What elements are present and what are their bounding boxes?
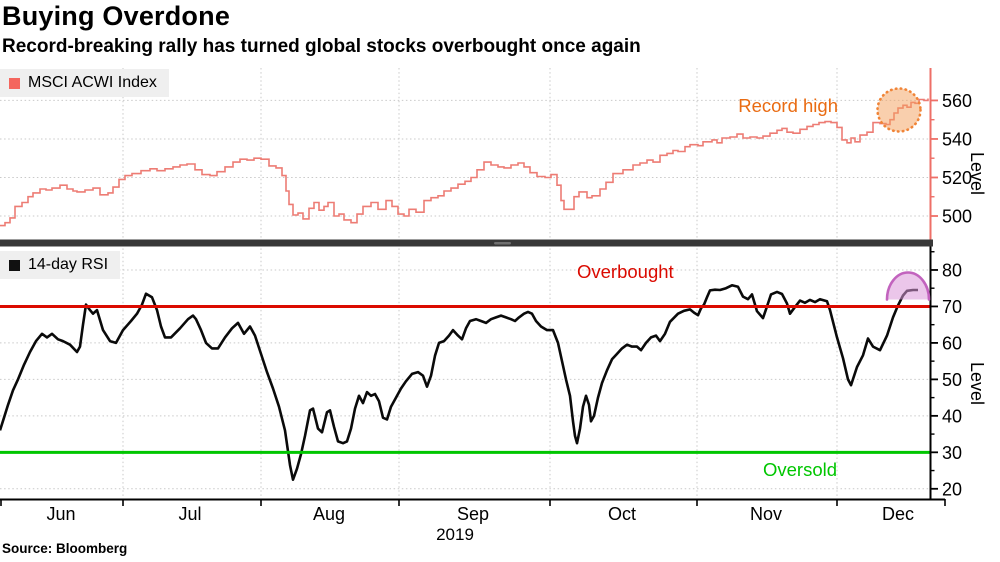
- x-tick-label-month: Oct: [608, 504, 636, 524]
- x-tick-label-month: Aug: [313, 504, 345, 524]
- y-tick-label: 520: [942, 168, 972, 188]
- y-tick-label: 30: [942, 443, 962, 463]
- x-axis-year-label: 2019: [436, 525, 474, 544]
- legend-msci: MSCI ACWI Index: [0, 69, 169, 97]
- panel-separator: [0, 239, 933, 247]
- y-tick-label: 40: [942, 406, 962, 426]
- record-high-circle: [876, 87, 922, 133]
- rsi-swatch-icon: [9, 259, 20, 271]
- y-tick-label: 80: [942, 261, 962, 281]
- y-tick-label: 500: [942, 207, 972, 227]
- overbought-label: Overbought: [577, 261, 674, 282]
- panel-resize-handle: [494, 242, 511, 245]
- legend-rsi: 14-day RSI: [0, 251, 121, 279]
- rsi-peak-arc-highlight: [885, 271, 931, 301]
- price-step-line: [0, 98, 929, 227]
- y-tick-label: 70: [942, 297, 962, 317]
- x-tick-label-month: Nov: [750, 504, 782, 524]
- y-axis-title-bottom: Level: [967, 362, 987, 406]
- page-title: Buying Overdone: [2, 1, 231, 31]
- x-tick-label-month: Jun: [46, 504, 75, 524]
- msci-legend-label: MSCI ACWI Index: [28, 74, 157, 91]
- y-tick-label: 540: [942, 130, 972, 150]
- rsi-legend-label: 14-day RSI: [28, 256, 109, 273]
- page-subtitle: Record-breaking rally has turned global …: [2, 36, 641, 57]
- oversold-label: Oversold: [763, 459, 838, 480]
- x-tick-label-month: Jul: [178, 504, 201, 524]
- y-tick-label: 560: [942, 91, 972, 111]
- msci-swatch-icon: [9, 77, 20, 89]
- source-label: Source: Bloomberg: [2, 541, 128, 556]
- record-high-label: Record high: [738, 95, 838, 116]
- x-tick-label-month: Dec: [882, 504, 914, 524]
- y-tick-label: 50: [942, 370, 962, 390]
- y-tick-label: 60: [942, 333, 962, 353]
- x-tick-label-month: Sep: [457, 504, 489, 524]
- y-tick-label: 20: [942, 479, 962, 499]
- y-axis-title-top: Level: [967, 152, 987, 196]
- rsi-line: [0, 284, 918, 481]
